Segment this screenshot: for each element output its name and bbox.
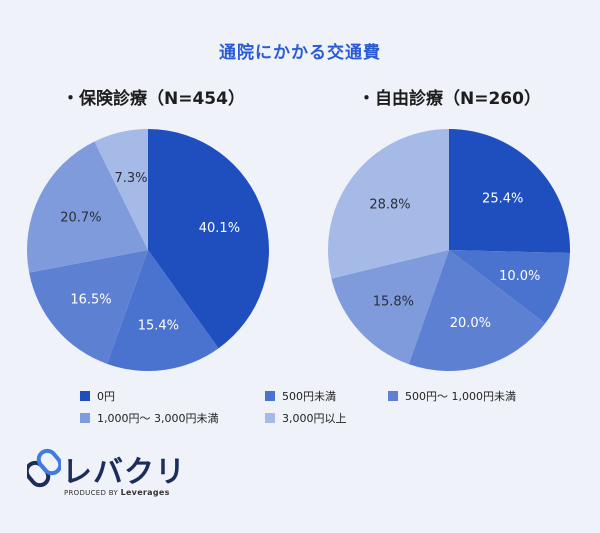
data-label-500-1000: 20.0% — [450, 316, 491, 331]
pie-slice-0yen — [449, 129, 570, 254]
data-label-500-1000: 16.5% — [70, 293, 111, 308]
legend-swatch — [80, 413, 90, 423]
legend-label: 0円 — [97, 390, 115, 403]
legend-swatch — [388, 391, 398, 401]
data-label-under-500: 15.4% — [138, 318, 179, 333]
pie-slice-500-1000 — [408, 250, 546, 371]
legend-item-1000-3000: 1,000円〜 3,000円未満 — [80, 410, 218, 426]
legend-label: 1,000円〜 3,000円未満 — [97, 412, 219, 425]
pie-slice-500-1000 — [29, 250, 148, 364]
legend-swatch — [80, 391, 90, 401]
legend-swatch — [265, 413, 275, 423]
data-label-over-3000: 7.3% — [114, 171, 147, 186]
data-label-1000-3000: 15.8% — [373, 294, 414, 309]
data-label-0yen: 25.4% — [482, 192, 523, 207]
pie-slice-over-3000 — [94, 129, 148, 250]
legend-swatch — [265, 391, 275, 401]
data-label-over-3000: 28.8% — [369, 198, 410, 213]
pie-slice-0yen — [148, 129, 269, 349]
pie-slice-over-3000 — [328, 129, 449, 279]
data-label-1000-3000: 20.7% — [60, 211, 101, 226]
pie-title-insurance: ・保険診療（N=454） — [62, 89, 245, 109]
legend-item-0yen: 0円 — [80, 388, 115, 404]
pie-slice-1000-3000 — [331, 250, 449, 365]
link-logo-icon — [27, 448, 61, 488]
brand-name: レバクリ — [62, 455, 186, 490]
pie-slice-1000-3000 — [27, 141, 148, 273]
legend-item-over-3000: 3,000円以上 — [265, 410, 347, 426]
pie-chart-self-pay: 25.4% 10.0% 20.0% 15.8% 28.8% — [328, 129, 570, 371]
pie-slice-under-500 — [107, 250, 219, 371]
legend-item-under-500: 500円未満 — [265, 388, 336, 404]
legend-item-500-1000: 500円〜 1,000円未満 — [388, 388, 516, 404]
data-label-under-500: 10.0% — [499, 269, 540, 284]
chart-title: 通院にかかる交通費 — [219, 43, 381, 63]
pie-chart-insurance: 40.1% 15.4% 16.5% 20.7% 7.3% — [27, 129, 269, 371]
produced-by-text: PRODUCED BY — [64, 489, 119, 497]
legend-label: 3,000円以上 — [282, 412, 347, 425]
company-name: Leverages — [120, 488, 170, 497]
pie-slice-under-500 — [449, 250, 570, 324]
legend-label: 500円未満 — [282, 390, 336, 403]
legend-label: 500円〜 1,000円未満 — [405, 390, 516, 403]
data-label-0yen: 40.1% — [199, 221, 240, 236]
brand-produced-by: PRODUCED BY Leverages — [64, 488, 170, 497]
pie-title-self-pay: ・自由診療（N=260） — [358, 89, 541, 109]
